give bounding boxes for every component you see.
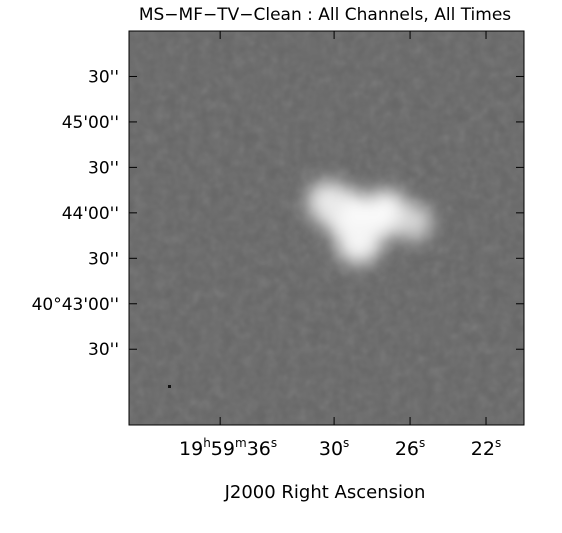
y-tick-label: 45'00'' (62, 113, 119, 133)
x-tick-label: 22s (471, 436, 501, 460)
plot-area (129, 31, 524, 425)
beam-marker (168, 385, 171, 388)
source-3 (395, 203, 433, 241)
x-tick-label: 30s (319, 436, 349, 460)
y-axis: 30'' 45'00'' 30'' 44'00'' 30'' 40°43'00'' 30'' (32, 67, 524, 360)
source-emission (307, 181, 433, 264)
y-tick-label: 30'' (88, 340, 119, 360)
x-tick-label: 19h59m36s (179, 436, 277, 460)
y-tick-label: 30'' (88, 249, 119, 269)
y-tick-label: 30'' (88, 158, 119, 178)
source-4 (307, 181, 350, 224)
x-tick-label: 26s (395, 436, 425, 460)
y-tick-label: 44'00'' (62, 204, 119, 224)
x-axis-label: J2000 Right Ascension (224, 482, 426, 503)
y-tick-label: 40°43'00'' (32, 295, 119, 315)
source-2 (336, 218, 382, 264)
chart-title: MS−MF−TV−Clean : All Channels, All Times (139, 5, 511, 25)
noise-texture (129, 31, 524, 425)
plot-frame (128, 30, 525, 426)
y-tick-label: 30'' (88, 67, 119, 87)
x-axis: 19h59m36s 30s 26s 22s (179, 31, 501, 460)
